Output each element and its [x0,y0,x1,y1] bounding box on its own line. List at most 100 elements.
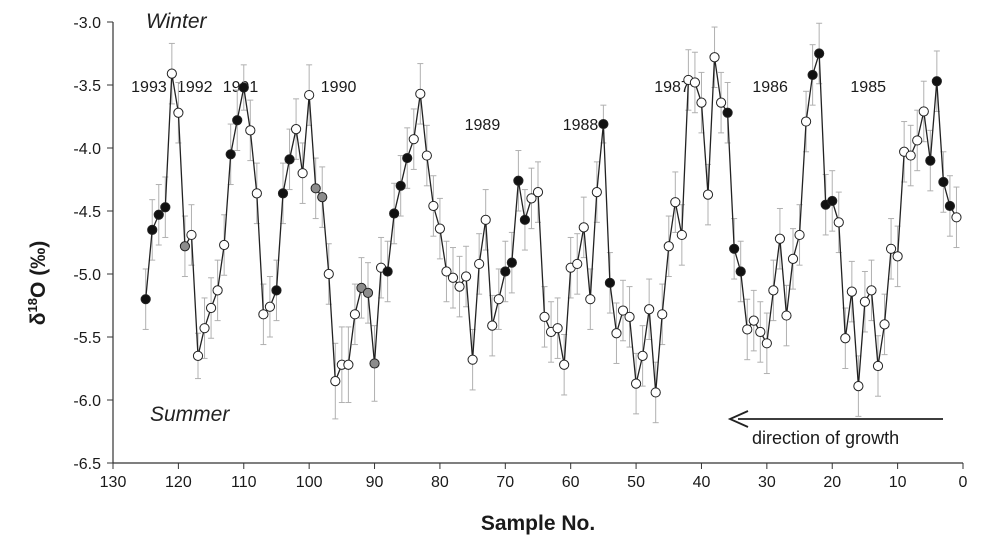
year-label: 1989 [465,117,501,134]
data-point [251,188,262,199]
data-point [846,286,857,297]
x-tick-label: 100 [296,474,323,491]
x-tick-label: 30 [758,474,776,491]
year-label: 1985 [850,79,886,96]
data-point [879,319,890,330]
data-point [644,304,655,315]
x-tick-label: 120 [165,474,192,491]
data-point [761,338,772,349]
data-point [637,350,648,361]
data-point [179,241,191,252]
x-axis-title: Sample No. [481,512,595,535]
data-point [421,150,432,161]
y-axis-title-symbol: δ [27,312,50,325]
data-point [657,309,668,320]
data-point [402,152,413,164]
data-point [232,115,243,126]
season-label-winter: Winter [146,10,207,33]
data-point [460,271,472,282]
data-point [729,243,740,254]
data-point [925,155,936,166]
data-point [408,134,419,145]
data-point [428,200,439,212]
growth-direction-arrowhead [727,410,749,428]
data-point [238,82,249,93]
data-point [918,106,929,117]
data-point [323,268,334,280]
data-point [781,310,792,321]
data-point [140,294,151,305]
x-tick-label: 110 [231,474,257,491]
data-point [794,229,805,241]
x-tick-label: 10 [889,474,907,491]
data-point [840,333,851,344]
data-point [532,187,544,198]
year-label: 1992 [177,79,213,96]
data-point [192,350,204,361]
data-point [859,296,871,307]
y-tick-label: -3.0 [73,15,101,32]
data-point [395,180,406,191]
data-point [866,285,877,296]
data-point [624,311,635,322]
year-label: 1990 [321,79,357,96]
year-label: 1988 [563,117,599,134]
data-point [147,224,158,235]
data-point [853,381,864,392]
growth-direction-label: direction of growth [752,428,899,448]
y-tick-label: -5.0 [73,267,101,284]
data-point [663,241,674,252]
plot-layer: 130 120 110 100 90 80 70 60 50 40 30 20 10 0-3.0-3.5-… [73,15,967,491]
data-point [676,229,687,241]
x-tick-label: 40 [693,474,711,491]
data-point [474,258,485,270]
data-point [487,320,498,331]
data-point [670,197,681,208]
data-point [827,195,838,207]
x-tick-label: 20 [823,474,841,491]
data-point [715,97,727,108]
data-point [513,175,524,186]
data-point [447,272,459,283]
data-point [572,258,583,270]
data-point [722,107,733,118]
y-tick-label: -6.5 [73,456,101,473]
y-tick-label: -5.5 [73,330,101,347]
data-point [290,124,302,135]
data-point [343,359,354,370]
data-point [493,294,504,305]
data-point [768,285,779,296]
data-point [552,323,563,334]
data-point [199,323,210,334]
data-point [526,193,537,204]
x-tick-label: 80 [431,474,449,491]
data-point [205,302,217,314]
data-point [885,243,897,254]
data-point [415,88,426,99]
data-point [742,324,753,335]
data-point [912,135,923,146]
data-point [650,387,661,398]
y-axis-title-main: O (‰) [27,241,50,298]
data-point [467,354,478,365]
data-point [807,69,818,81]
data-point [382,266,393,277]
data-point [787,253,799,264]
data-point [310,183,321,194]
data-point [389,208,400,219]
data-point [317,192,328,203]
data-point [814,48,825,59]
data-point [264,301,276,312]
data-point [500,266,511,277]
data-point [951,212,962,223]
season-label-summer: Summer [150,403,230,426]
data-point [630,378,642,389]
data-point [735,266,746,277]
data-point [245,125,256,136]
x-tick-label: 60 [562,474,580,491]
data-point [872,360,884,372]
data-point [774,233,786,244]
y-tick-label: -4.0 [73,141,101,158]
data-point [219,239,230,251]
